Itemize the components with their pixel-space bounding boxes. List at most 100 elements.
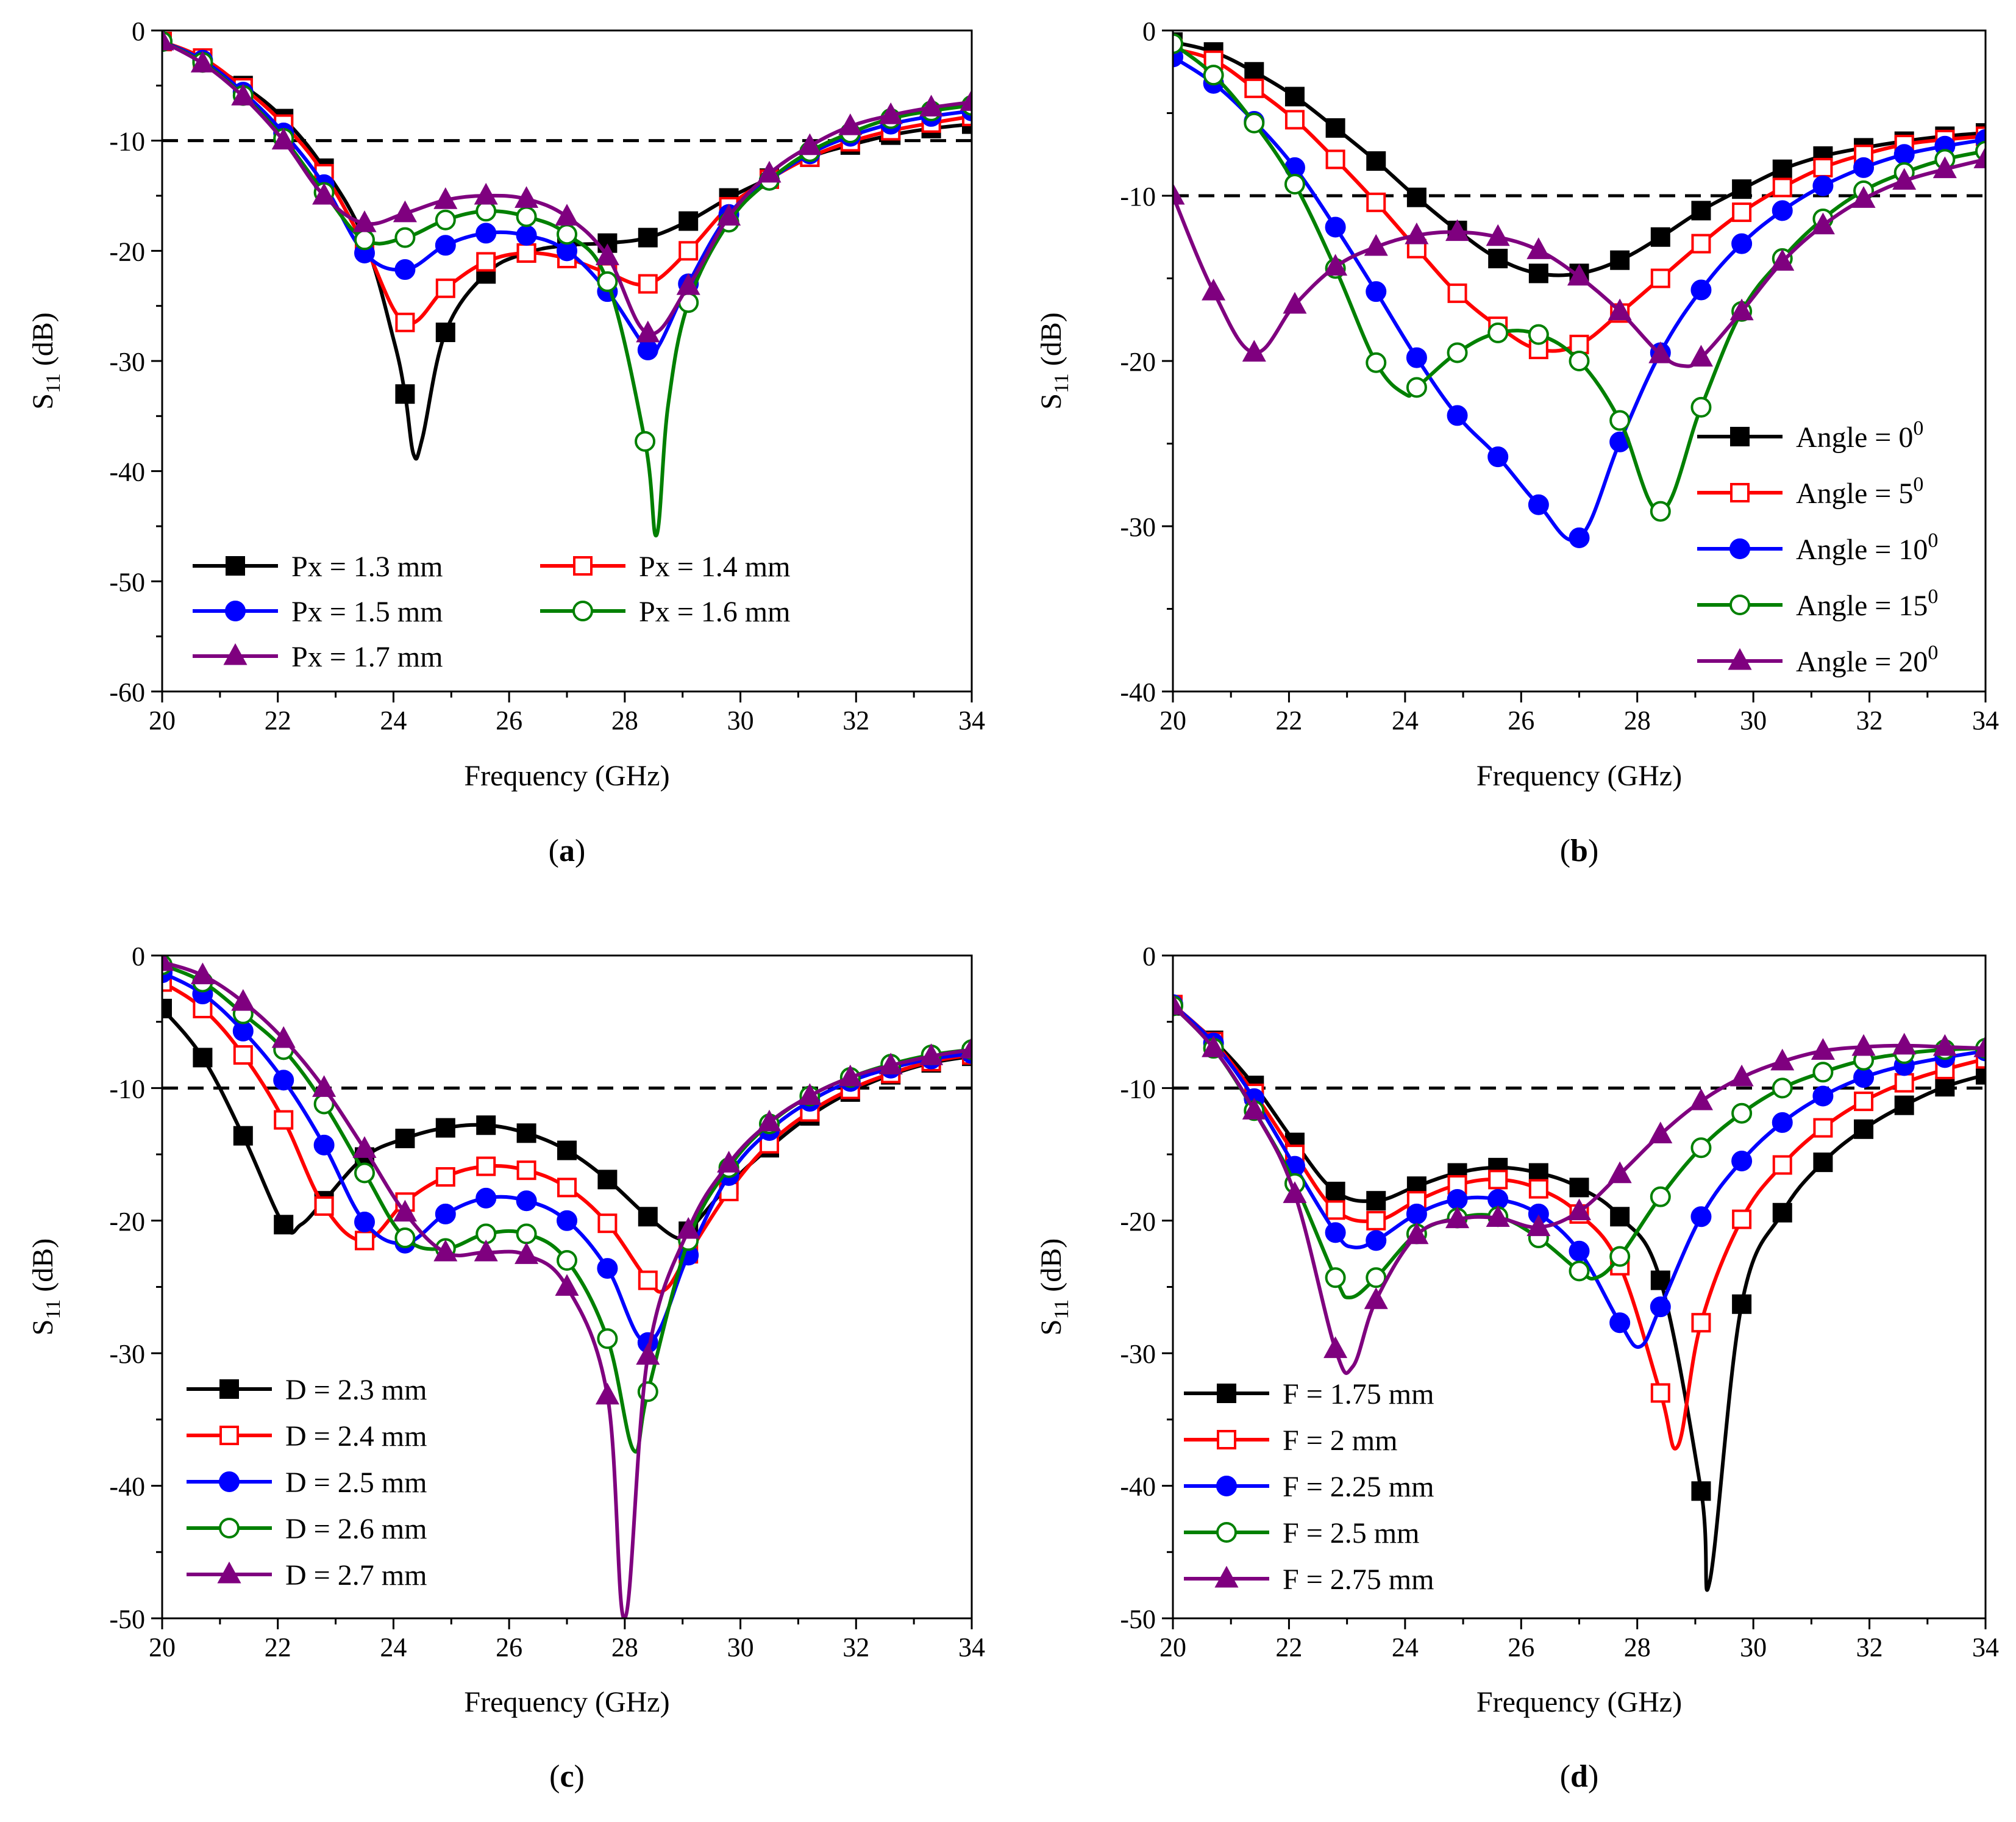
data-point-a-4-20 (960, 89, 972, 111)
x-tick-label-d-7: 34 (1972, 1632, 1999, 1662)
data-point-c-4-2 (231, 988, 255, 1011)
data-point-c-2-7 (435, 1203, 456, 1224)
data-point-d-0-13 (1691, 1481, 1711, 1501)
data-point-d-3-10 (1569, 1260, 1590, 1282)
x-axis-title-b: Frequency (GHz) (1476, 760, 1682, 792)
legend-label-text: Angle = 0 (1796, 421, 1913, 454)
series-b-4 (1173, 146, 1986, 368)
data-point-c-1-7 (435, 1167, 455, 1187)
legend-item-c-0: D = 2.3 mm (187, 1374, 427, 1406)
y-tick-label-c-0: 0 (132, 941, 145, 971)
legend-label-a-2: Px = 1.5 mm (291, 596, 443, 628)
series-line-a-4 (162, 40, 972, 336)
data-point-b-3-8 (1487, 322, 1509, 343)
y-tick-label-a-4: -40 (109, 457, 145, 487)
data-point-c-2-11 (597, 1258, 618, 1279)
x-tick-label-c-5: 30 (727, 1632, 754, 1662)
panel-label-d: (d) (1560, 1759, 1599, 1794)
legend-item-a-1: Px = 1.4 mm (540, 551, 790, 583)
data-point-b-2-16 (1812, 175, 1834, 196)
data-point-b-3-11 (1609, 410, 1631, 431)
data-point-a-1-12 (638, 274, 658, 294)
legend-marker-d-2 (1216, 1476, 1237, 1496)
legend-marker-d-3 (1216, 1522, 1237, 1543)
data-point-a-4-13 (676, 273, 700, 295)
data-point-b-3-10 (1569, 351, 1590, 371)
data-point-a-4-3 (271, 127, 296, 150)
x-tick-label-b-2: 24 (1392, 706, 1419, 735)
y-tick-label-c-1: -10 (109, 1074, 145, 1104)
data-point-b-1-5 (1366, 192, 1386, 212)
legend-marker-b-4 (1728, 648, 1752, 670)
y-tick-label-b-4: -40 (1120, 677, 1156, 707)
data-point-b-1-7 (1447, 283, 1467, 303)
y-axis-title-main: S (27, 1320, 59, 1336)
data-point-b-2-13 (1690, 279, 1712, 301)
legend-label-c-2: D = 2.5 mm (285, 1467, 427, 1499)
y-axis-title-unit: (dB) (1035, 312, 1067, 373)
data-point-b-4-7 (1445, 219, 1470, 241)
data-point-b-3-5 (1366, 352, 1387, 373)
data-point-d-2-17 (1853, 1067, 1875, 1088)
series-c-4 (162, 956, 972, 1618)
data-point-a-4-4 (312, 182, 337, 205)
data-point-a-4-17 (838, 113, 863, 135)
data-point-d-4-0 (1173, 993, 1185, 1015)
legend-item-d-1: F = 2 mm (1184, 1424, 1397, 1457)
chart-b-svg: 20 22 24 26 28 30 32 34 0 -10 -20 -30 -40 Frequency (… (1035, 16, 1999, 868)
legend-label-b-3: Angle = 150 (1796, 585, 1938, 622)
legend-d: F = 1.75 mm F = 2 mm F = 2.25 mm F = 2.5 mm… (1184, 1378, 1434, 1596)
data-point-d-2-13 (1690, 1206, 1712, 1227)
data-point-c-0-7 (435, 1118, 455, 1138)
legend-label-a-1: Px = 1.4 mm (639, 551, 790, 583)
data-point-b-2-8 (1487, 446, 1509, 468)
data-point-b-4-5 (1364, 234, 1388, 256)
data-point-b-2-4 (1325, 216, 1346, 238)
legend-label-b-1: Angle = 50 (1796, 473, 1923, 510)
x-tick-label-b-7: 34 (1972, 706, 1999, 735)
legend-marker-c-3 (219, 1518, 240, 1538)
data-point-c-0-3 (274, 1215, 294, 1235)
data-point-b-3-6 (1406, 377, 1427, 398)
data-point-a-4-16 (797, 133, 822, 155)
data-point-b-4-12 (1648, 341, 1673, 363)
legend-label-d-0: F = 1.75 mm (1283, 1378, 1434, 1410)
data-point-c-1-9 (516, 1160, 536, 1181)
y-tick-label-d-1: -10 (1120, 1074, 1156, 1104)
data-point-b-0-13 (1691, 201, 1711, 221)
data-point-b-4-2 (1242, 340, 1266, 362)
legend-label-c-3: D = 2.6 mm (285, 1513, 427, 1545)
data-point-d-1-16 (1813, 1118, 1833, 1138)
data-point-b-3-3 (1284, 174, 1305, 195)
data-point-c-0-8 (476, 1115, 496, 1135)
legend-item-b-3: Angle = 150 (1697, 585, 1938, 622)
data-point-d-3-16 (1812, 1062, 1834, 1083)
data-point-d-3-11 (1609, 1246, 1631, 1267)
y-tick-label-c-4: -40 (109, 1472, 145, 1502)
y-tick-label-b-0: 0 (1142, 16, 1156, 46)
data-point-d-2-10 (1569, 1240, 1590, 1262)
legend-marker-b-0 (1730, 427, 1750, 446)
data-point-a-1-8 (476, 252, 496, 272)
data-point-b-2-14 (1731, 233, 1753, 254)
data-point-d-4-15 (1770, 1048, 1795, 1071)
legend-label-a-4: Px = 1.7 mm (291, 641, 443, 673)
legend-marker-c-1 (219, 1426, 239, 1445)
data-point-a-3-7 (435, 209, 456, 230)
data-point-a-0-5 (395, 384, 415, 404)
data-point-a-4-10 (555, 204, 579, 226)
data-point-b-4-8 (1486, 224, 1510, 246)
panel-b: 20 22 24 26 28 30 32 34 0 -10 -20 -30 -40 Frequency (… (1008, 0, 2016, 915)
legend-item-a-3: Px = 1.6 mm (540, 596, 790, 628)
x-tick-label-c-1: 22 (265, 1632, 291, 1662)
data-point-c-4-10 (555, 1274, 579, 1296)
legend-marker-c-0 (219, 1379, 239, 1399)
chart-d-svg: 20 22 24 26 28 30 32 34 0 -10 -20 -30 -40 -50 Frequenc… (1035, 941, 1999, 1794)
series-line-a-1 (162, 40, 972, 326)
data-point-d-1-9 (1528, 1179, 1548, 1199)
data-point-a-2-12 (637, 339, 658, 360)
legend-label-superscript: 0 (1928, 529, 1938, 552)
x-tick-label-c-7: 34 (958, 1632, 985, 1662)
legend-marker-d-1 (1217, 1430, 1236, 1449)
